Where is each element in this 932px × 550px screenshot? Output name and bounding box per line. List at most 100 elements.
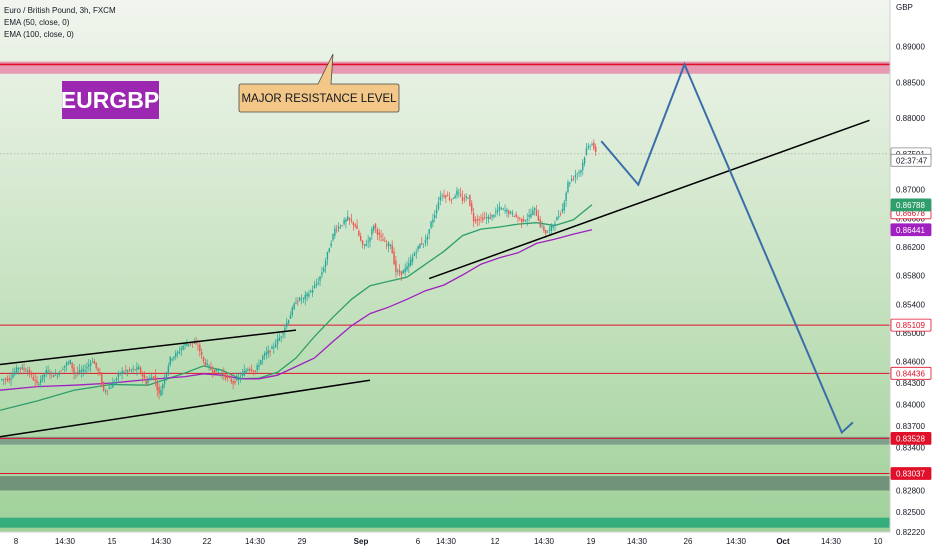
candle-body (89, 362, 92, 366)
candle-body (567, 182, 569, 193)
price-label-box (890, 467, 932, 480)
zone-band-2 (0, 476, 890, 491)
candle-body (97, 368, 99, 371)
candle-body (476, 219, 478, 221)
candle-body (49, 373, 51, 375)
candle-body (578, 171, 580, 174)
time-tick-label: 14:30 (55, 537, 76, 546)
candle-body (234, 381, 236, 384)
candle-body (143, 374, 145, 379)
candle-body (521, 218, 523, 223)
candle-body (163, 379, 166, 384)
candle-body (419, 243, 421, 249)
candle-body (561, 209, 564, 212)
candle-body (78, 369, 81, 373)
candle-body (108, 387, 110, 389)
candle-body (563, 202, 565, 211)
candle-body (147, 380, 149, 384)
candle-body (367, 241, 369, 243)
zone-band-3 (0, 517, 890, 528)
candle-body (156, 382, 158, 391)
time-tick-label: 14:30 (821, 537, 842, 546)
candle-body (180, 348, 182, 351)
candle-body (86, 367, 88, 369)
candle-body (282, 333, 284, 335)
candle-body (80, 370, 83, 372)
candle-body (304, 294, 306, 300)
time-axis-ticks: 8 14:30 15 14:30 22 14:30 29 Sep 6 14:30 12 14:30 19… (14, 537, 883, 546)
candle-body (502, 208, 504, 210)
zone-band-0 (0, 61, 890, 74)
candle-body (210, 367, 212, 370)
candle-body (506, 209, 508, 212)
projection-path[interactable] (600, 61, 854, 435)
trendlines[interactable] (0, 119, 870, 438)
callout-text: MAJOR RESISTANCE LEVEL (241, 93, 397, 105)
candle-body (160, 389, 162, 396)
candle-body (306, 293, 308, 297)
candle-body (232, 381, 234, 384)
candle-body (397, 270, 399, 272)
candle-body (274, 344, 277, 348)
price-tick-label: 0.88500 (896, 78, 925, 87)
candle-body (389, 244, 392, 246)
candle-body (64, 365, 66, 368)
candle-body (323, 268, 325, 272)
time-tick-label: 14:30 (627, 537, 648, 546)
candle-body (241, 373, 244, 376)
time-tick-label: 26 (684, 537, 693, 546)
candle-body (56, 375, 59, 377)
candle-body (441, 195, 443, 197)
price-tick-label: 0.83700 (896, 422, 925, 431)
candle-body (217, 372, 219, 373)
candle-body (41, 374, 44, 381)
price-tick-label: 0.85000 (896, 329, 925, 338)
candle-body (93, 361, 96, 364)
candle-body (106, 390, 108, 392)
candle-body (165, 372, 168, 379)
price-tick-label: 0.82220 (896, 528, 925, 537)
header-symbol-line: Euro / British Pound, 3h, FXCM (4, 6, 116, 15)
candle-body (54, 374, 57, 376)
candle-body (491, 214, 493, 217)
price-tick-label: 0.88000 (896, 114, 925, 123)
candle-body (36, 380, 38, 383)
candle-body (448, 197, 451, 200)
candle-body (550, 225, 552, 231)
candle-body (10, 378, 12, 380)
candle-body (426, 236, 429, 240)
candle-body (245, 370, 247, 373)
candle-body (363, 244, 366, 246)
candle-body (14, 371, 16, 375)
candle-body (537, 215, 540, 221)
candle-body (62, 369, 64, 370)
candle-body (504, 210, 506, 212)
candle-body (215, 369, 218, 372)
candle-body (524, 220, 527, 222)
candle-body (1, 379, 3, 380)
candle-body (533, 207, 536, 211)
candle-body (158, 387, 160, 394)
candle-body (91, 361, 94, 363)
candle-body (27, 371, 29, 373)
candle-body (167, 366, 170, 373)
candle-body (570, 178, 573, 181)
candle-body (369, 237, 371, 242)
candle-body (12, 374, 14, 378)
candle-body (151, 377, 153, 381)
candle-body (469, 195, 471, 206)
price-axis[interactable] (890, 0, 932, 550)
candle-body (334, 228, 336, 236)
candle-body (530, 213, 532, 218)
time-tick-label: 29 (298, 537, 307, 546)
callout-box[interactable] (238, 53, 400, 113)
price-label-box (890, 198, 932, 212)
candle-body (526, 219, 528, 221)
candle-body (178, 351, 181, 354)
price-tick-label: 0.84600 (896, 358, 925, 367)
candle-body (73, 367, 75, 374)
time-tick-label: 12 (491, 537, 500, 546)
candle-body (77, 372, 79, 373)
time-axis[interactable] (0, 532, 890, 550)
